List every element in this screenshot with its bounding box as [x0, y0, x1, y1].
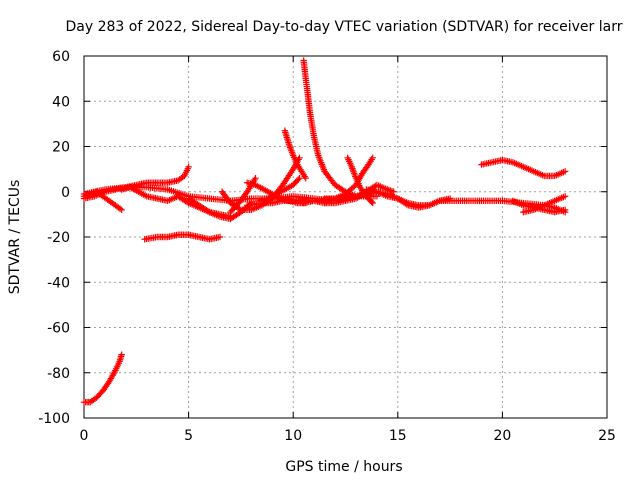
x-tick-label: 0: [80, 428, 89, 444]
data-point: [369, 154, 376, 162]
y-tick-label: -40: [47, 275, 70, 291]
series-arc-14: [300, 57, 360, 200]
x-axis-label: GPS time / hours: [285, 459, 402, 475]
series-arc-12: [256, 174, 303, 204]
y-tick-label: 40: [52, 94, 70, 110]
y-tick-label: 20: [52, 140, 70, 156]
data-point: [368, 198, 375, 206]
x-tick-label: 15: [389, 428, 407, 444]
x-tick-label: 20: [493, 428, 511, 444]
data-point: [296, 154, 303, 162]
data-point: [302, 174, 309, 182]
data-point: [390, 188, 397, 195]
series-arc-02: [141, 231, 224, 243]
series-arc-13: [281, 127, 309, 182]
data-point: [236, 205, 243, 213]
data-points: [80, 57, 569, 406]
data-point: [242, 190, 250, 197]
y-tick-label: -60: [47, 321, 70, 337]
x-tick-label: 10: [284, 428, 302, 444]
series-arc-18: [321, 154, 376, 207]
data-point: [185, 163, 192, 171]
series-arc-01: [80, 351, 125, 406]
data-point: [252, 174, 259, 182]
data-point: [296, 174, 303, 182]
gridlines: [84, 56, 607, 418]
data-point: [369, 199, 376, 207]
series-arc-19: [363, 186, 454, 209]
y-tick-label: -20: [47, 230, 70, 246]
x-tick-label: 25: [598, 428, 616, 444]
data-point: [216, 233, 224, 241]
y-tick-label: -80: [47, 366, 70, 382]
y-tick-label: 60: [52, 49, 70, 65]
data-point: [561, 193, 569, 200]
chart-title: Day 283 of 2022, Sidereal Day-to-day VTE…: [66, 19, 623, 35]
data-point: [295, 176, 302, 183]
data-point: [118, 206, 125, 214]
x-tick-label: 5: [184, 428, 193, 444]
series-arc-09: [227, 174, 259, 216]
data-point: [204, 207, 212, 215]
y-tick-label: -100: [38, 411, 70, 427]
y-tick-label: 0: [61, 185, 70, 201]
series-arc-23: [520, 193, 569, 216]
data-point: [364, 162, 371, 170]
data-point: [561, 206, 569, 214]
axis-ticks: 0 5 10 15 20 25 -100 -80 -60 -40 -20 0 20 40 60: [38, 49, 616, 444]
series-arc-20: [436, 197, 569, 216]
series-arc-21: [478, 156, 569, 180]
data-point: [561, 168, 569, 175]
data-point: [118, 351, 125, 358]
y-axis-label: SDTVAR / TECUs: [7, 180, 23, 295]
